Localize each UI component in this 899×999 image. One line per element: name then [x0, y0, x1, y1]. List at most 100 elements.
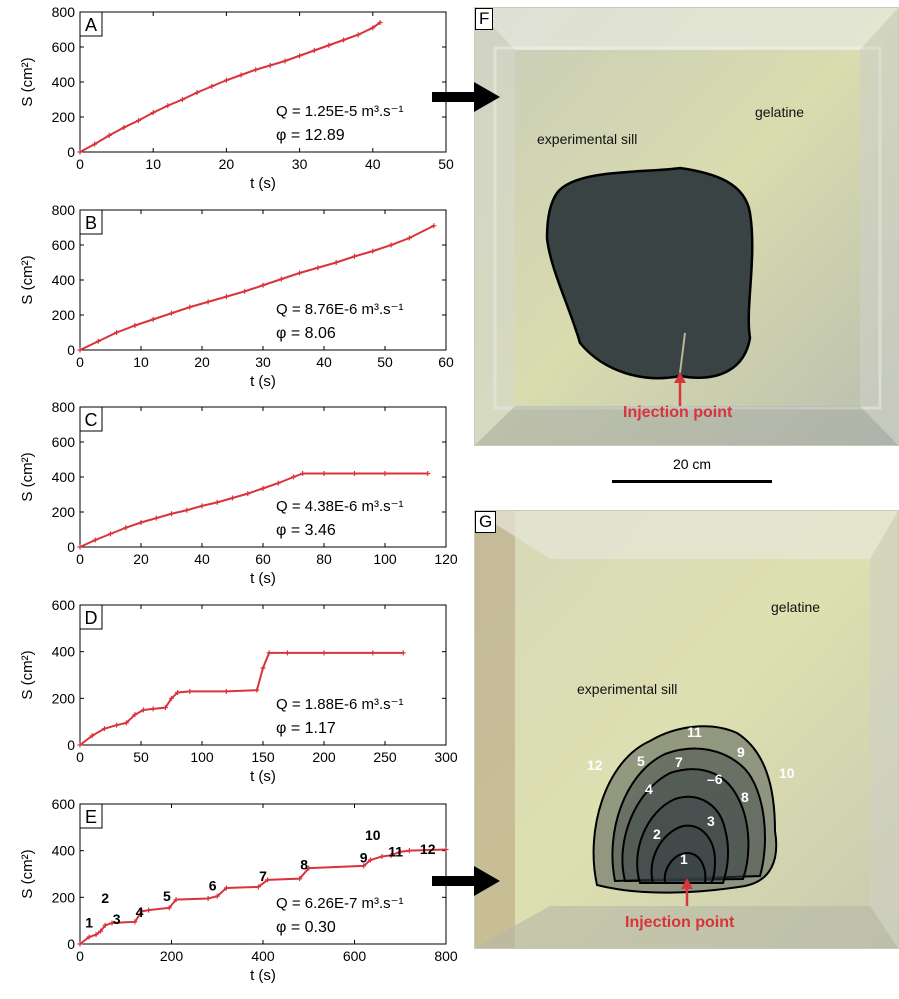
chart-b-ytick-label: 200 — [52, 307, 76, 323]
chart-d-ytick-label: 200 — [52, 690, 76, 706]
chart-c-ytick-label: 0 — [67, 539, 75, 555]
chart-b-tag-box — [79, 209, 103, 235]
chart-a-point — [297, 53, 303, 59]
chart-c-annotation-phi: φ = 3.46 — [276, 522, 336, 539]
chart-a-ytick-label: 400 — [52, 74, 76, 90]
chart-a-point — [121, 125, 127, 130]
chart-d-xtick-label: 50 — [133, 749, 149, 765]
chart-c-point — [108, 531, 113, 537]
chart-a-xtick-label: 30 — [292, 156, 308, 172]
chart-c-point — [77, 544, 83, 550]
chart-e-point — [265, 877, 271, 883]
chart-b-series-line — [79, 224, 435, 351]
chart-d-xtick-label: 150 — [251, 749, 275, 765]
chart-e-step-label: 5 — [163, 888, 171, 904]
chart-a-point — [165, 103, 171, 109]
contour-label-7: 7 — [675, 754, 683, 770]
chart-e-xlabel: t (s) — [250, 967, 276, 984]
chart-a-point — [106, 132, 112, 138]
chart-a-ytick-label: 800 — [52, 4, 76, 20]
chart-b-point — [260, 282, 266, 288]
photo-g-sill-label: experimental sill — [577, 681, 678, 697]
chart-b-xtick-label: 40 — [316, 354, 332, 370]
chart-b-point — [95, 338, 101, 344]
chart-b-point — [150, 316, 156, 322]
chart-e-point — [379, 854, 385, 859]
photo-f: F gelatine experimental sill Injection p… — [474, 7, 899, 446]
chart-a-ytick-label: 600 — [52, 39, 76, 55]
chart-b-xtick-label: 10 — [133, 354, 149, 370]
chart-e-annotation-q: Q = 6.26E-7 m³.s⁻¹ — [276, 895, 404, 912]
chart-a-frame — [79, 11, 447, 153]
chart-d-xtick-label: 0 — [76, 749, 84, 765]
chart-e-ylabel: S (cm²) — [19, 849, 36, 898]
chart-e-point — [368, 857, 374, 863]
chart-e-point — [77, 941, 83, 947]
chart-b-point — [169, 310, 174, 316]
chart-b-point — [431, 223, 437, 229]
chart-b-point — [370, 248, 376, 254]
chart-b-point — [406, 235, 412, 241]
chart-a-xtick-label: 0 — [76, 156, 84, 172]
chart-d-point — [266, 650, 272, 656]
chart-d-annotation-phi: φ = 1.17 — [276, 720, 336, 737]
chart-e-ytick-label: 200 — [52, 889, 76, 905]
chart-e-point — [443, 847, 449, 852]
chart-c-xtick-label: 80 — [316, 551, 332, 567]
chart-c-xtick-label: 100 — [373, 551, 397, 567]
chart-e-xtick-label: 800 — [434, 948, 458, 964]
contour-label-6: –6 — [707, 771, 723, 787]
chart-b-point — [242, 288, 248, 294]
chart-c-point — [275, 480, 281, 486]
chart-c-point — [300, 471, 306, 476]
contour-label-1: 1 — [680, 851, 688, 867]
chart-c-point — [123, 525, 129, 531]
contour-label-4: 4 — [645, 781, 653, 797]
chart-c-ytick-label: 800 — [52, 399, 76, 415]
chart-e-point — [86, 934, 92, 940]
chart-c-tag-box — [79, 406, 103, 432]
chart-d-point — [77, 742, 83, 748]
chart-d: 0 50 100 150 200 250 300 0 200 400 600 t (s) S (cm²)… — [19, 597, 458, 785]
chart-e-step-label: 2 — [101, 890, 109, 906]
chart-a-point — [92, 141, 98, 147]
chart-a-xlabel: t (s) — [250, 175, 276, 192]
chart-a-point — [150, 110, 156, 116]
chart-b-ytick-label: 600 — [52, 237, 76, 253]
chart-e-point — [102, 922, 108, 928]
chart-b-annotation-q: Q = 8.76E-6 m³.s⁻¹ — [276, 301, 404, 318]
chart-e-ytick-label: 400 — [52, 843, 76, 859]
chart-e-tag-box — [79, 803, 103, 829]
chart-c-ylabel: S (cm²) — [19, 452, 36, 501]
chart-e-xtick-label: 200 — [160, 948, 184, 964]
chart-b-point — [315, 265, 321, 271]
chart-b-ytick-label: 800 — [52, 202, 76, 218]
contour-label-12: 12 — [587, 757, 603, 773]
chart-e-ytick-label: 600 — [52, 796, 76, 812]
photo-f-sill-label: experimental sill — [537, 131, 638, 147]
chart-d-point — [260, 665, 266, 671]
chart-d-point — [123, 720, 129, 726]
chart-b-xtick-label: 50 — [377, 354, 393, 370]
chart-b-point — [187, 304, 193, 310]
chart-b-point — [388, 242, 394, 248]
photo-g-drawing — [475, 511, 898, 948]
chart-c-point — [245, 491, 251, 497]
chart-c-ytick-label: 400 — [52, 469, 76, 485]
chart-b-point — [77, 347, 83, 353]
contour-outer-g — [592, 725, 778, 894]
chart-a-annotation-q: Q = 1.25E-5 m³.s⁻¹ — [276, 103, 404, 120]
chart-c-point — [153, 515, 159, 521]
chart-c-point — [199, 503, 205, 509]
chart-d-xtick-label: 250 — [373, 749, 397, 765]
chart-b-point — [132, 323, 138, 328]
chart-c-ytick-label: 200 — [52, 504, 76, 520]
chart-c-point — [214, 499, 220, 505]
chart-c-point — [352, 471, 357, 476]
chart-d-point — [132, 712, 138, 718]
chart-b-ytick-label: 400 — [52, 272, 76, 288]
chart-e-step-label: 7 — [259, 868, 267, 884]
chart-a-point — [136, 118, 142, 123]
chart-e-step-label: 3 — [113, 911, 121, 927]
